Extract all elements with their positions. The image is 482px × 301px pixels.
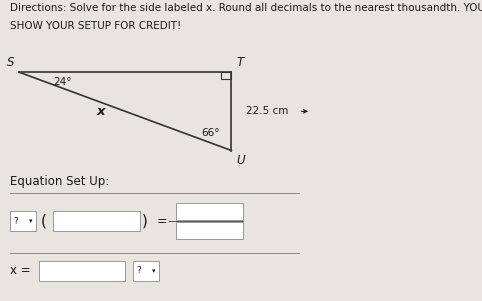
Text: 66°: 66° — [201, 129, 219, 138]
Text: S: S — [7, 56, 14, 69]
Text: x =: x = — [10, 264, 30, 278]
Text: x: x — [97, 105, 106, 118]
Bar — [39, 261, 125, 281]
Bar — [176, 222, 243, 239]
Text: SHOW YOUR SETUP FOR CREDIT!: SHOW YOUR SETUP FOR CREDIT! — [10, 21, 181, 31]
Text: 24°: 24° — [53, 77, 71, 87]
Bar — [221, 72, 231, 79]
Text: ?: ? — [13, 217, 18, 226]
Text: Directions: Solve for the side labeled x. Round all decimals to the nearest thou: Directions: Solve for the side labeled x… — [10, 3, 482, 13]
Text: (: ( — [41, 214, 47, 229]
Text: ?: ? — [136, 266, 141, 275]
Text: ▾: ▾ — [28, 218, 32, 224]
Text: T: T — [236, 56, 243, 69]
Bar — [10, 212, 36, 231]
Bar — [53, 212, 140, 231]
Text: ▾: ▾ — [151, 268, 155, 274]
Text: U: U — [236, 154, 245, 166]
Text: =: = — [157, 215, 167, 228]
Text: Equation Set Up:: Equation Set Up: — [10, 175, 109, 188]
Text: 22.5 cm: 22.5 cm — [246, 106, 288, 116]
Bar — [133, 261, 159, 281]
Text: ): ) — [142, 214, 148, 229]
Bar — [176, 203, 243, 220]
